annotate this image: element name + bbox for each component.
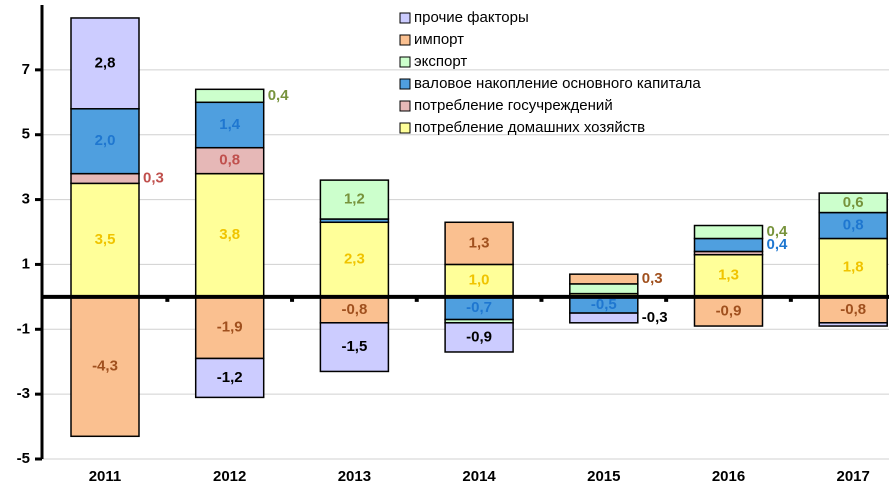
bar-segment xyxy=(194,296,265,360)
bar-segment xyxy=(319,221,390,298)
value-label: 3,8 xyxy=(219,226,240,243)
bar-segment xyxy=(569,283,639,295)
y-tick-label: -3 xyxy=(17,385,30,402)
value-label: -1,9 xyxy=(217,319,243,336)
bar-segment xyxy=(194,357,265,399)
value-label: -4,3 xyxy=(92,358,118,375)
legend-label: экспорт xyxy=(414,53,467,70)
bar-segment xyxy=(818,192,888,214)
bar-segment xyxy=(444,322,514,353)
bar-segment xyxy=(70,172,140,185)
y-tick-label: 1 xyxy=(22,255,30,272)
category-tick xyxy=(539,296,544,302)
bar-segment xyxy=(569,273,639,285)
bar-segment xyxy=(70,182,140,298)
value-label: -0,7 xyxy=(466,299,492,316)
x-tick-label: 2017 xyxy=(837,468,870,485)
bar-segment xyxy=(818,211,888,240)
value-label: 1,2 xyxy=(344,191,365,208)
value-label: 1,3 xyxy=(718,267,739,284)
bar-segment xyxy=(194,146,265,175)
value-label: 2,3 xyxy=(344,251,365,268)
value-label: -0,9 xyxy=(466,328,492,345)
bar-segment xyxy=(319,179,390,220)
x-tick-label: 2012 xyxy=(213,468,246,485)
legend-label: прочие факторы xyxy=(414,9,529,26)
x-tick-label: 2013 xyxy=(338,468,371,485)
value-label: 0,4 xyxy=(767,223,789,240)
bar-segment xyxy=(70,108,140,175)
bar-segment xyxy=(818,296,888,324)
value-label: -0,9 xyxy=(716,302,742,319)
value-label: 1,3 xyxy=(469,234,490,251)
bar-segment xyxy=(444,263,514,298)
y-tick-label: -1 xyxy=(17,320,30,337)
category-tick xyxy=(788,296,793,302)
legend-label: валовое накопление основного капитала xyxy=(414,75,701,92)
category-tick xyxy=(165,296,170,302)
value-label: -1,2 xyxy=(217,369,243,386)
bar-segment xyxy=(693,296,764,327)
y-tick-label: -5 xyxy=(17,450,30,467)
y-tick-label: 7 xyxy=(22,61,30,78)
legend-swatch xyxy=(399,56,411,68)
y-tick-label: 5 xyxy=(22,126,30,143)
value-label: 2,0 xyxy=(95,132,116,149)
value-label: 1,4 xyxy=(219,116,241,133)
bar-segment xyxy=(194,172,265,298)
bar-segment xyxy=(319,322,390,373)
y-tick-label: 3 xyxy=(22,191,30,208)
value-label: 2,8 xyxy=(95,54,116,71)
value-label: 0,4 xyxy=(767,236,789,253)
bar-segment xyxy=(194,101,265,149)
value-label: 1,8 xyxy=(843,259,864,276)
bar-segment xyxy=(693,237,764,253)
x-tick-label: 2011 xyxy=(89,468,122,485)
bar-segment xyxy=(693,224,764,240)
bar-segment xyxy=(569,312,639,324)
value-label: 0,3 xyxy=(143,169,164,186)
value-label: -0,5 xyxy=(591,296,617,313)
category-tick xyxy=(664,296,669,302)
legend-label: потребление домашних хозяйств xyxy=(414,119,645,136)
value-label: -0,3 xyxy=(642,309,668,326)
bar-segment xyxy=(444,221,514,266)
legend-swatch xyxy=(399,100,411,112)
legend-label: импорт xyxy=(414,31,464,48)
category-tick xyxy=(290,296,295,302)
category-tick xyxy=(414,296,419,302)
legend-label: потребление госучреждений xyxy=(414,97,613,114)
value-label: 0,6 xyxy=(843,194,864,211)
bar-segment xyxy=(818,322,888,327)
legend-swatch xyxy=(399,122,411,134)
value-label: 1,0 xyxy=(469,272,490,289)
value-label: -1,5 xyxy=(341,338,367,355)
value-label: 0,3 xyxy=(642,270,663,287)
bar-segment xyxy=(194,88,265,104)
x-tick-label: 2016 xyxy=(712,468,745,485)
bar-segment xyxy=(70,296,140,438)
value-label: 0,8 xyxy=(843,216,864,233)
value-label: -0,8 xyxy=(341,301,367,318)
bar-segment xyxy=(319,296,390,324)
legend-swatch xyxy=(399,78,411,90)
value-label: 0,4 xyxy=(268,87,290,104)
legend-swatch xyxy=(399,34,411,46)
x-tick-label: 2014 xyxy=(462,468,496,485)
value-label: 0,8 xyxy=(219,152,240,169)
x-tick-label: 2015 xyxy=(587,468,620,485)
value-label: -0,8 xyxy=(840,301,866,318)
value-label: 3,5 xyxy=(95,231,116,248)
bar-segment xyxy=(70,17,140,110)
legend-swatch xyxy=(399,12,411,24)
